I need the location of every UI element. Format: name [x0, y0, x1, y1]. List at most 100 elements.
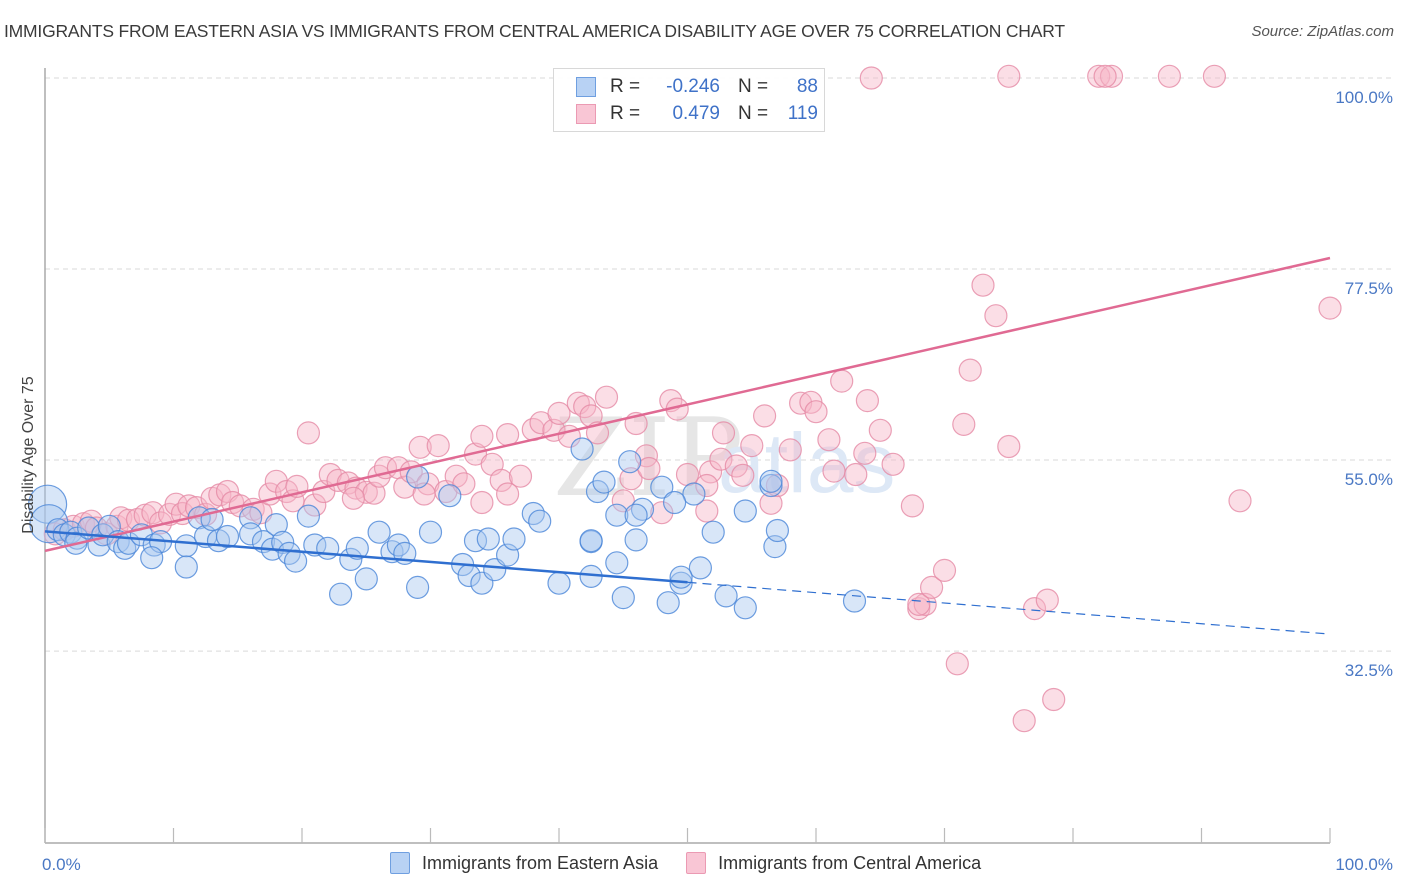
data-point-central-america: [1228, 489, 1252, 513]
stats-legend-row-central-america: R = 0.479 N = 119: [576, 102, 818, 126]
data-point-central-america: [1022, 596, 1047, 621]
data-point-central-america: [695, 473, 719, 498]
data-point-central-america: [932, 558, 957, 583]
data-point-eastern-asia: [701, 520, 725, 544]
data-point-eastern-asia: [483, 557, 507, 582]
data-point-eastern-asia: [662, 490, 687, 515]
watermark-atlas: atlas: [718, 416, 895, 510]
legend-label: Immigrants from Eastern Asia: [422, 852, 659, 873]
data-point-eastern-asia: [605, 551, 629, 575]
data-point-central-america: [984, 304, 1008, 328]
data-point-central-america: [303, 493, 327, 517]
data-point-eastern-asia: [329, 582, 353, 606]
data-point-eastern-asia: [284, 549, 308, 573]
trend-lines: [44, 256, 1331, 635]
stats-legend-row-eastern-asia: R = -0.246 N = 88: [576, 75, 818, 99]
data-point-central-america: [945, 652, 969, 676]
legend-swatch-blue: [576, 77, 596, 97]
data-point-central-america: [1157, 64, 1182, 88]
legend-swatch-pink: [576, 104, 596, 124]
data-point-central-america: [907, 592, 931, 617]
data-point-central-america: [408, 435, 432, 459]
n-value: 88: [796, 76, 818, 97]
data-point-eastern-asia: [624, 528, 648, 552]
data-point-eastern-asia: [406, 575, 430, 600]
data-point-eastern-asia: [339, 547, 363, 572]
data-point-eastern-asia: [842, 589, 867, 613]
data-point-central-america: [496, 482, 520, 506]
y-tick-label: 100.0%: [1335, 88, 1393, 107]
data-point-eastern-asia: [521, 501, 545, 526]
data-point-central-america: [1099, 64, 1124, 88]
data-point-central-america: [868, 418, 892, 442]
data-point-eastern-asia: [592, 470, 616, 494]
data-point-central-america: [695, 499, 719, 523]
data-point-central-america: [426, 434, 450, 458]
data-point-central-america: [997, 434, 1021, 459]
data-point-central-america: [675, 462, 700, 487]
data-point-eastern-asia: [733, 596, 757, 620]
data-point-central-america: [1093, 64, 1117, 88]
source-label: Source: ZipAtlas.com: [1251, 23, 1394, 40]
data-point-central-america: [881, 452, 905, 476]
data-point-eastern-asia: [570, 437, 594, 461]
data-point-central-america: [508, 464, 533, 488]
data-point-eastern-asia: [271, 530, 295, 555]
data-point-eastern-asia: [277, 541, 301, 566]
y-tick-labels: 100.0% 77.5% 55.0% 32.5%: [1335, 88, 1393, 680]
data-point-eastern-asia: [669, 565, 693, 589]
gridlines: [45, 77, 1393, 652]
legend-swatch-blue: [390, 852, 410, 874]
data-point-central-america: [709, 447, 733, 471]
data-point-central-america: [489, 468, 513, 492]
legend-item-eastern-asia[interactable]: Immigrants from Eastern Asia: [390, 852, 658, 874]
data-point-eastern-asia: [618, 450, 642, 474]
data-point-central-america: [853, 441, 877, 465]
n-value: 119: [787, 103, 818, 124]
r-value: -0.246: [666, 76, 720, 97]
data-point-eastern-asia: [174, 555, 198, 579]
r-label: R =: [610, 76, 641, 97]
data-point-eastern-asia: [650, 475, 674, 499]
data-point-central-america: [817, 428, 841, 452]
y-tick-label: 55.0%: [1345, 470, 1393, 489]
data-point-central-america: [354, 480, 378, 504]
data-point-central-america: [830, 369, 854, 393]
chart-title: IMMIGRANTS FROM EASTERN ASIA VS IMMIGRAN…: [4, 21, 1065, 41]
data-point-eastern-asia: [345, 536, 369, 560]
x-tick-label-min: 0.0%: [42, 855, 81, 874]
data-point-central-america: [1035, 588, 1059, 612]
data-point-central-america: [566, 391, 590, 415]
data-point-eastern-asia: [438, 484, 462, 508]
data-point-central-america: [740, 434, 764, 458]
trend-line-eastern-asia: [44, 530, 688, 584]
trend-line-central-america: [44, 256, 1331, 553]
data-point-central-america: [900, 494, 925, 518]
series-central-america-points: [43, 64, 1342, 733]
data-point-eastern-asia: [239, 522, 263, 546]
r-label: R =: [610, 103, 641, 124]
data-point-central-america: [952, 412, 976, 436]
data-point-central-america: [711, 421, 736, 445]
data-point-central-america: [496, 423, 520, 447]
data-point-central-america: [844, 462, 868, 487]
data-point-eastern-asia: [611, 585, 635, 610]
data-point-central-america: [919, 575, 944, 600]
data-point-central-america: [1202, 64, 1227, 88]
trend-line-eastern-asia-extrapolated: [687, 581, 1331, 635]
data-point-eastern-asia: [502, 527, 526, 551]
data-point-eastern-asia: [239, 506, 263, 530]
data-point-central-america: [470, 490, 494, 515]
data-point-eastern-asia: [656, 591, 680, 615]
data-point-central-america: [296, 421, 320, 445]
data-point-eastern-asia: [215, 524, 240, 549]
data-point-eastern-asia: [765, 518, 790, 543]
legend-item-central-america[interactable]: Immigrants from Central America: [686, 852, 981, 874]
r-value: 0.479: [672, 103, 720, 124]
data-point-eastern-asia: [528, 509, 552, 533]
data-point-central-america: [1012, 709, 1036, 733]
data-point-central-america: [529, 411, 553, 435]
series-legend: Immigrants from Eastern Asia Immigrants …: [390, 852, 1009, 874]
y-tick-label: 32.5%: [1345, 661, 1393, 680]
